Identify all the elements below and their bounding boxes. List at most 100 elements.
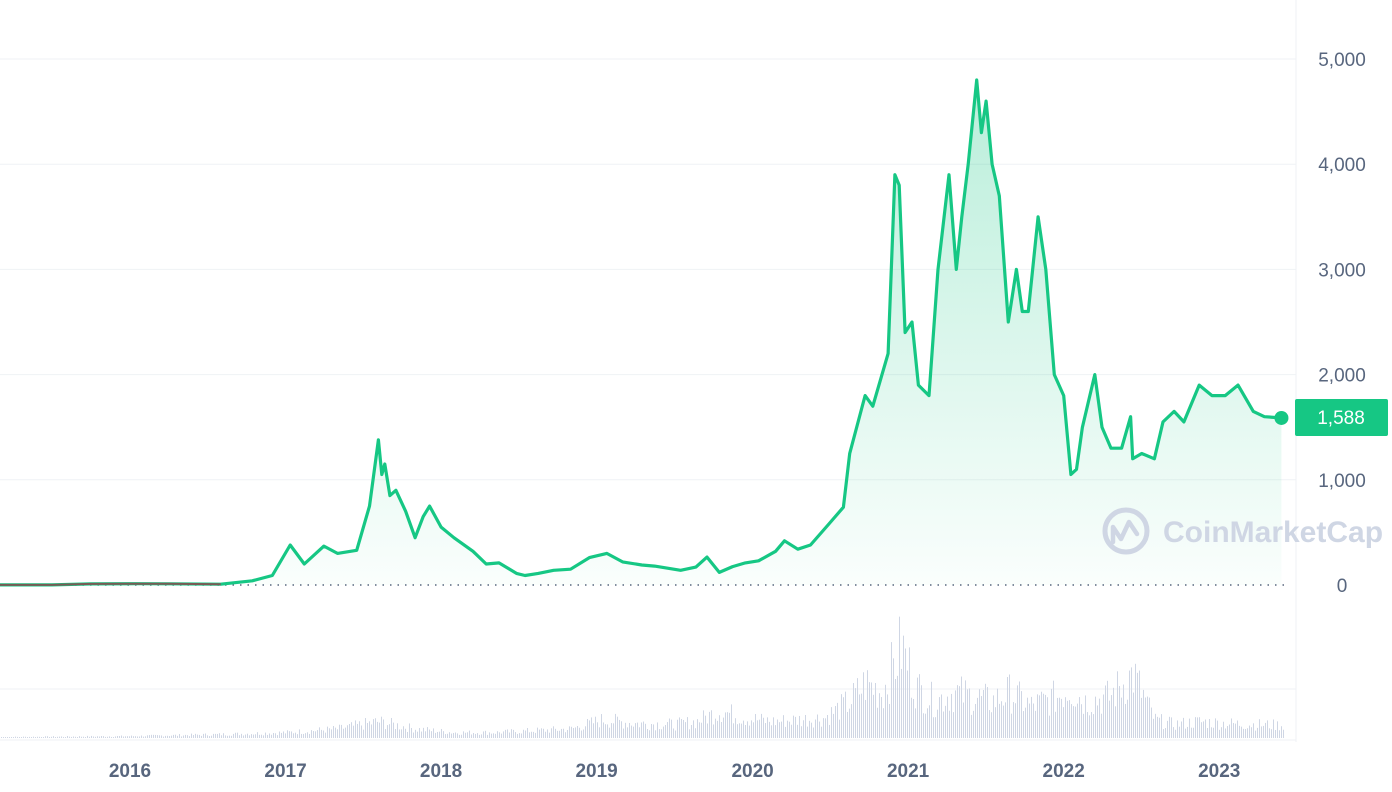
volume-bar	[635, 723, 636, 738]
volume-bar	[1217, 720, 1218, 738]
x-tick-label: 2020	[731, 761, 773, 782]
volume-bar	[1133, 692, 1134, 738]
volume-bar	[937, 709, 938, 738]
volume-bar	[103, 736, 104, 738]
volume-bar	[1229, 724, 1230, 738]
volume-bar	[501, 733, 502, 738]
volume-bar	[1255, 730, 1256, 738]
volume-bar	[1009, 674, 1010, 738]
volume-bar	[705, 715, 706, 738]
volume-bar	[789, 721, 790, 738]
volume-bar	[327, 726, 328, 738]
volume-bar	[443, 731, 444, 738]
volume-bar	[57, 736, 58, 738]
volume-bar	[905, 648, 906, 738]
volume-bar	[621, 721, 622, 738]
volume-bar	[891, 642, 892, 738]
volume-bar	[589, 720, 590, 738]
volume-bar	[735, 718, 736, 738]
volume-bar	[355, 720, 356, 738]
volume-bar	[823, 718, 824, 738]
volume-bar	[947, 696, 948, 738]
volume-bar	[875, 682, 876, 738]
volume-bar	[1199, 717, 1200, 738]
volume-bar	[113, 737, 114, 738]
volume-bar	[677, 719, 678, 738]
volume-bar	[1131, 667, 1132, 738]
volume-bar	[453, 732, 454, 738]
volume-bar	[553, 726, 554, 738]
volume-bar	[743, 720, 744, 738]
volume-bar	[81, 736, 82, 738]
volume-bar	[699, 722, 700, 738]
volume-bar	[611, 723, 612, 738]
volume-bar	[255, 734, 256, 738]
volume-bar	[1201, 722, 1202, 738]
volume-bar	[451, 733, 452, 738]
volume-bar	[275, 733, 276, 738]
volume-bar	[627, 727, 628, 738]
volume-bar	[281, 732, 282, 738]
y-tick-label: 0	[1337, 576, 1348, 597]
volume-bar	[887, 694, 888, 738]
volume-bar	[649, 730, 650, 738]
volume-bar	[715, 718, 716, 738]
volume-bar	[53, 736, 54, 738]
volume-bar	[773, 717, 774, 738]
volume-bar	[643, 721, 644, 738]
volume-bar	[395, 729, 396, 738]
volume-bar	[901, 668, 902, 738]
volume-bar	[449, 732, 450, 738]
volume-bar	[1125, 703, 1126, 738]
volume-bar	[1205, 719, 1206, 738]
volume-bar	[543, 728, 544, 738]
volume-bar	[1, 737, 2, 738]
volume-bar	[475, 733, 476, 738]
volume-bar	[623, 728, 624, 738]
volume-bar	[523, 729, 524, 738]
volume-bar	[215, 733, 216, 738]
volume-bar	[1099, 698, 1100, 738]
volume-bar	[719, 715, 720, 738]
volume-bar	[349, 723, 350, 738]
volume-bar	[841, 694, 842, 738]
volume-bar	[1179, 726, 1180, 738]
volume-bar	[41, 737, 42, 738]
volume-bar	[427, 727, 428, 738]
volume-bar	[963, 702, 964, 738]
volume-bar	[379, 722, 380, 738]
volume-bar	[515, 732, 516, 738]
volume-bar	[1169, 716, 1170, 738]
volume-bar	[477, 733, 478, 738]
volume-bar	[313, 731, 314, 738]
volume-bar	[507, 729, 508, 738]
volume-bar	[857, 678, 858, 738]
volume-bar	[603, 722, 604, 738]
volume-bar	[21, 737, 22, 738]
volume-bar	[723, 717, 724, 738]
volume-bar	[147, 735, 148, 738]
volume-bar	[413, 732, 414, 738]
volume-bar	[565, 732, 566, 738]
volume-bar	[955, 690, 956, 738]
volume-bar	[377, 721, 378, 738]
volume-bar	[1177, 720, 1178, 738]
volume-bar	[93, 736, 94, 738]
volume-bar	[1273, 719, 1274, 738]
volume-bar	[375, 718, 376, 738]
volume-bar	[531, 731, 532, 738]
volume-bar	[465, 732, 466, 738]
volume-bar	[861, 693, 862, 738]
y-tick-label: 4,000	[1318, 155, 1366, 176]
volume-bar	[1047, 697, 1048, 738]
volume-bar	[1195, 717, 1196, 738]
volume-bar	[951, 693, 952, 738]
volume-bar	[1081, 704, 1082, 738]
volume-bar	[1011, 713, 1012, 738]
volume-bar	[1181, 721, 1182, 738]
volume-bar	[55, 737, 56, 738]
volume-bar	[783, 715, 784, 738]
volume-bar	[79, 736, 80, 738]
volume-bar	[11, 737, 12, 738]
